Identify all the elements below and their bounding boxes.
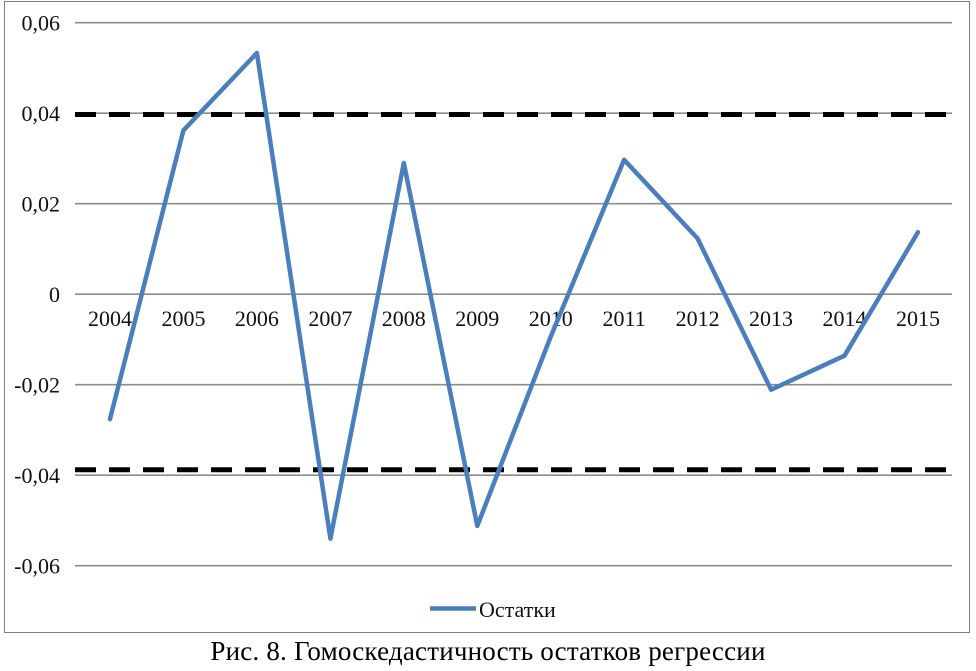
x-tick-label: 2015: [896, 306, 940, 331]
reference-dashed-lines: [75, 112, 952, 473]
y-tick-label: 0,04: [22, 101, 61, 126]
legend: Остатки: [430, 597, 556, 622]
x-axis-labels: 2004 2005 2006 2007 2008 2009 2010 2011 2012 2013…: [88, 306, 940, 331]
x-tick-label: 2009: [455, 306, 499, 331]
x-tick-label: 2013: [749, 306, 793, 331]
y-tick-label: 0: [49, 282, 60, 307]
x-tick-label: 2007: [308, 306, 352, 331]
x-tick-label: 2006: [235, 306, 279, 331]
y-tick-label: -0,02: [14, 373, 60, 398]
y-tick-label: 0,06: [22, 11, 61, 36]
figure-caption: Рис. 8. Гомоскедастичность остатков регр…: [210, 636, 766, 666]
x-tick-label: 2011: [603, 306, 646, 331]
residuals-series-line: [107, 50, 921, 541]
y-tick-label: 0,02: [22, 192, 61, 217]
y-tick-label: -0,04: [14, 463, 60, 488]
y-axis-labels: 0,06 0,04 0,02 0 -0,02 -0,04 -0,06: [14, 11, 60, 579]
x-tick-label: 2008: [382, 306, 426, 331]
legend-label: Остатки: [479, 597, 556, 622]
x-tick-label: 2010: [529, 306, 573, 331]
chart-border: [4, 1, 970, 633]
residuals-line-chart: 0,060,040,020-0,02-0,04-0,06 2004 2005 200…: [4, 1, 970, 633]
data-series: [107, 50, 921, 541]
y-tick-label: -0,06: [14, 554, 60, 579]
x-tick-label: 2012: [676, 306, 720, 331]
x-tick-label: 2004: [88, 306, 132, 331]
x-tick-label: 2005: [161, 306, 205, 331]
